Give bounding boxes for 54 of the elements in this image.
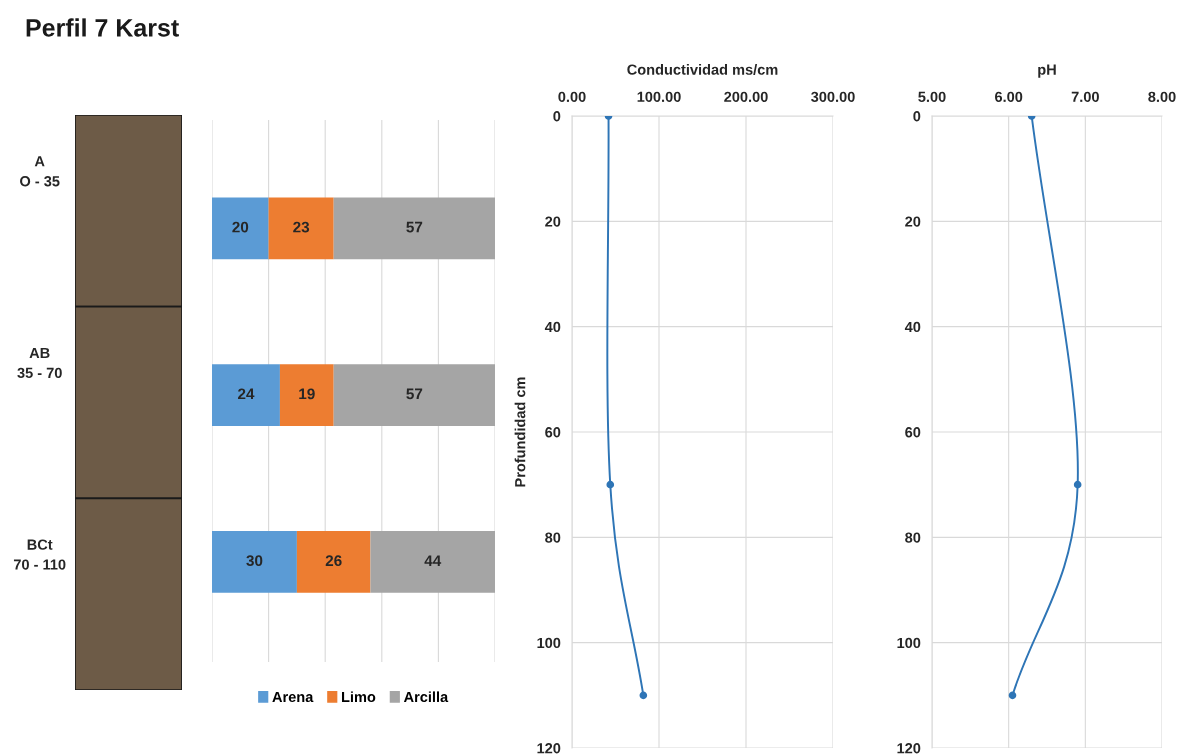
point xyxy=(606,480,615,489)
bar xyxy=(212,197,269,260)
y-tick-label: 0 xyxy=(553,111,561,122)
y-tick-label: 100 xyxy=(537,637,561,649)
point xyxy=(1008,691,1017,700)
data-label: 20 xyxy=(232,221,249,233)
legend-label: Limo xyxy=(342,691,376,703)
category-label: AB 35 - 70 xyxy=(17,347,62,379)
data-label: 57 xyxy=(406,221,423,233)
data-label: 24 xyxy=(237,388,255,400)
x-tick-label: 6.00 xyxy=(995,91,1023,103)
y-tick-label: 120 xyxy=(537,743,561,754)
category-label: A O - 35 xyxy=(20,156,60,187)
bar xyxy=(296,531,371,593)
data-label: 26 xyxy=(325,555,342,567)
x-tick-label: 8.00 xyxy=(1148,91,1176,103)
bar xyxy=(279,364,334,427)
y-tick-label: 20 xyxy=(545,216,561,227)
data-label: 57 xyxy=(406,388,423,400)
data-label: 44 xyxy=(424,555,442,566)
bar xyxy=(212,364,280,427)
category-label: BCt 70 - 110 xyxy=(13,539,66,570)
legend-label: Arena xyxy=(272,691,314,703)
x-tick-label: 300.00 xyxy=(811,91,855,103)
data-label: 23 xyxy=(293,221,310,233)
y-tick-label: 60 xyxy=(545,427,561,438)
legend-label: Arcilla xyxy=(403,691,449,703)
y-tick-label: 120 xyxy=(897,743,921,754)
x-tick-label: 7.00 xyxy=(1071,91,1099,103)
bar xyxy=(333,364,495,427)
y-tick-label: 80 xyxy=(905,532,921,543)
y-tick-label: 60 xyxy=(905,427,921,438)
bar xyxy=(333,197,495,260)
x-axis-title: pH xyxy=(1038,64,1056,78)
y-tick-label: 20 xyxy=(905,216,921,227)
bar xyxy=(370,531,495,593)
y-tick-label: 40 xyxy=(544,321,561,333)
point xyxy=(639,691,648,700)
x-tick-label: 5.00 xyxy=(918,91,946,103)
y-tick-label: 0 xyxy=(913,111,921,122)
y-axis-title: Profundidad cm xyxy=(514,377,526,487)
x-tick-label: 100.00 xyxy=(637,91,681,103)
data-label: 19 xyxy=(299,388,315,400)
x-tick-label: 0.00 xyxy=(558,91,586,103)
y-tick-label: 80 xyxy=(545,532,561,543)
point xyxy=(1073,480,1082,489)
y-tick-label: 40 xyxy=(904,321,921,333)
y-tick-label: 100 xyxy=(897,637,921,649)
x-tick-label: 200.00 xyxy=(724,91,768,103)
bar xyxy=(268,197,334,260)
x-axis-title: Conductividad ms/cm xyxy=(627,64,778,75)
text: Perfil 7 Karst xyxy=(26,18,179,37)
bar xyxy=(212,531,297,593)
data-label: 30 xyxy=(246,555,263,567)
